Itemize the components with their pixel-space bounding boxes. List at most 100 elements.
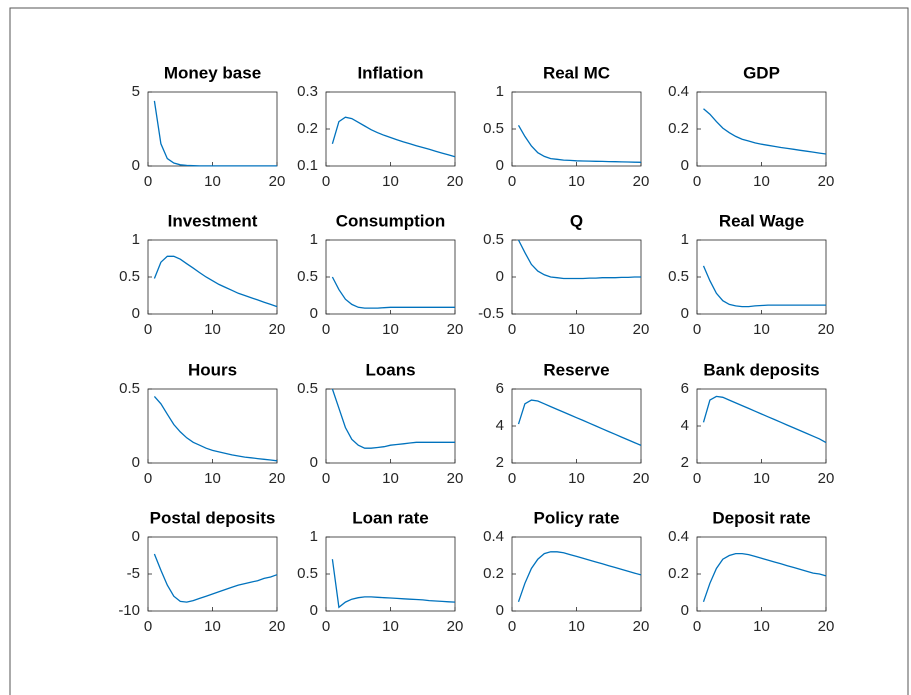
y-tick-label: 4	[496, 417, 504, 434]
y-tick-label: 2	[496, 454, 504, 471]
x-tick-label: 0	[322, 470, 330, 487]
y-tick-label: -5	[127, 565, 140, 582]
y-tick-label: 0.1	[297, 157, 318, 174]
y-tick-label: 0.4	[483, 528, 504, 545]
subplot-title: Postal deposits	[150, 508, 276, 527]
x-tick-label: 0	[508, 321, 516, 338]
y-tick-label: 0.2	[297, 120, 318, 137]
y-tick-label: 6	[496, 380, 504, 397]
subplot-title: Deposit rate	[712, 508, 810, 527]
line	[517, 551, 642, 603]
x-tick-label: 0	[693, 321, 701, 338]
x-tick-label: 10	[382, 618, 399, 635]
x-tick-label: 10	[568, 321, 585, 338]
y-tick-label: 0.5	[483, 231, 504, 248]
axes-box	[511, 536, 642, 612]
subplot-title: Hours	[188, 360, 237, 379]
axes-box	[696, 536, 827, 612]
line	[153, 255, 278, 308]
x-tick-label: 0	[144, 470, 152, 487]
subplot-title: Loans	[365, 360, 415, 379]
x-tick-label: 10	[382, 173, 399, 190]
line	[331, 388, 455, 449]
x-tick-label: 0	[144, 321, 152, 338]
y-tick-label: 0.4	[668, 528, 689, 545]
x-tick-label: 20	[818, 470, 835, 487]
subplot-title: Bank deposits	[703, 360, 819, 379]
y-tick-label: 0	[681, 602, 689, 619]
axes-box	[325, 536, 456, 612]
line	[702, 265, 826, 308]
y-tick-label: 0	[132, 528, 140, 545]
x-tick-label: 20	[269, 618, 286, 635]
subplot-title: Real Wage	[719, 211, 804, 230]
line	[331, 559, 456, 609]
x-tick-label: 20	[269, 470, 286, 487]
axes-box	[147, 239, 278, 315]
y-tick-label: 0	[496, 268, 504, 285]
axes-box	[511, 388, 642, 464]
x-tick-label: 0	[322, 173, 330, 190]
y-tick-label: 4	[681, 417, 689, 434]
x-tick-label: 10	[753, 321, 770, 338]
axes-box	[696, 91, 827, 167]
x-tick-label: 10	[382, 470, 399, 487]
y-tick-label: 0	[496, 157, 504, 174]
x-tick-label: 10	[204, 173, 221, 190]
x-tick-label: 10	[204, 618, 221, 635]
x-tick-label: 0	[508, 470, 516, 487]
line	[517, 399, 642, 446]
x-tick-label: 20	[633, 618, 650, 635]
x-tick-label: 20	[633, 470, 650, 487]
y-tick-label: 0	[681, 305, 689, 322]
x-tick-label: 10	[204, 470, 221, 487]
y-tick-label: 0.5	[297, 268, 318, 285]
y-tick-label: 1	[496, 83, 504, 100]
subplot-title: Money base	[164, 63, 261, 82]
line	[703, 108, 827, 155]
x-tick-label: 20	[818, 173, 835, 190]
x-tick-label: 0	[144, 173, 152, 190]
y-tick-label: 0.2	[668, 120, 689, 137]
y-tick-label: 0.3	[297, 83, 318, 100]
x-tick-label: 10	[753, 173, 770, 190]
subplot-title: Reserve	[543, 360, 609, 379]
x-tick-label: 10	[568, 618, 585, 635]
axes-box	[696, 388, 827, 464]
subplot-title: Inflation	[357, 63, 423, 82]
x-tick-label: 0	[322, 321, 330, 338]
subplot-title: Policy rate	[534, 508, 620, 527]
x-tick-label: 10	[204, 321, 221, 338]
y-tick-label: 0.5	[119, 268, 140, 285]
axes-box	[696, 239, 827, 315]
x-tick-label: 20	[269, 173, 286, 190]
axes-box	[325, 388, 456, 464]
subplot-title: Q	[570, 211, 583, 230]
axes-box	[147, 536, 278, 612]
y-tick-label: 0.5	[297, 380, 318, 397]
subplot-title: Loan rate	[352, 508, 429, 527]
axes-box	[325, 91, 456, 167]
x-tick-label: 0	[693, 470, 701, 487]
y-tick-label: 1	[681, 231, 689, 248]
x-tick-label: 10	[753, 618, 770, 635]
x-tick-label: 20	[269, 321, 286, 338]
y-tick-label: 0	[310, 602, 318, 619]
line	[331, 116, 456, 158]
y-tick-label: -0.5	[478, 305, 504, 322]
y-tick-label: 2	[681, 454, 689, 471]
y-tick-label: 0.2	[668, 565, 689, 582]
y-tick-label: 0	[132, 454, 140, 471]
line	[517, 239, 641, 280]
y-tick-label: 0.5	[297, 565, 318, 582]
y-tick-label: 0	[132, 157, 140, 174]
line	[702, 395, 827, 444]
x-tick-label: 10	[753, 470, 770, 487]
y-tick-label: 0.5	[119, 380, 140, 397]
subplot-title: Investment	[168, 211, 258, 230]
x-tick-label: 0	[693, 618, 701, 635]
x-tick-label: 10	[568, 470, 585, 487]
y-tick-label: 1	[310, 231, 318, 248]
y-tick-label: -10	[118, 602, 140, 619]
x-tick-label: 20	[447, 470, 464, 487]
